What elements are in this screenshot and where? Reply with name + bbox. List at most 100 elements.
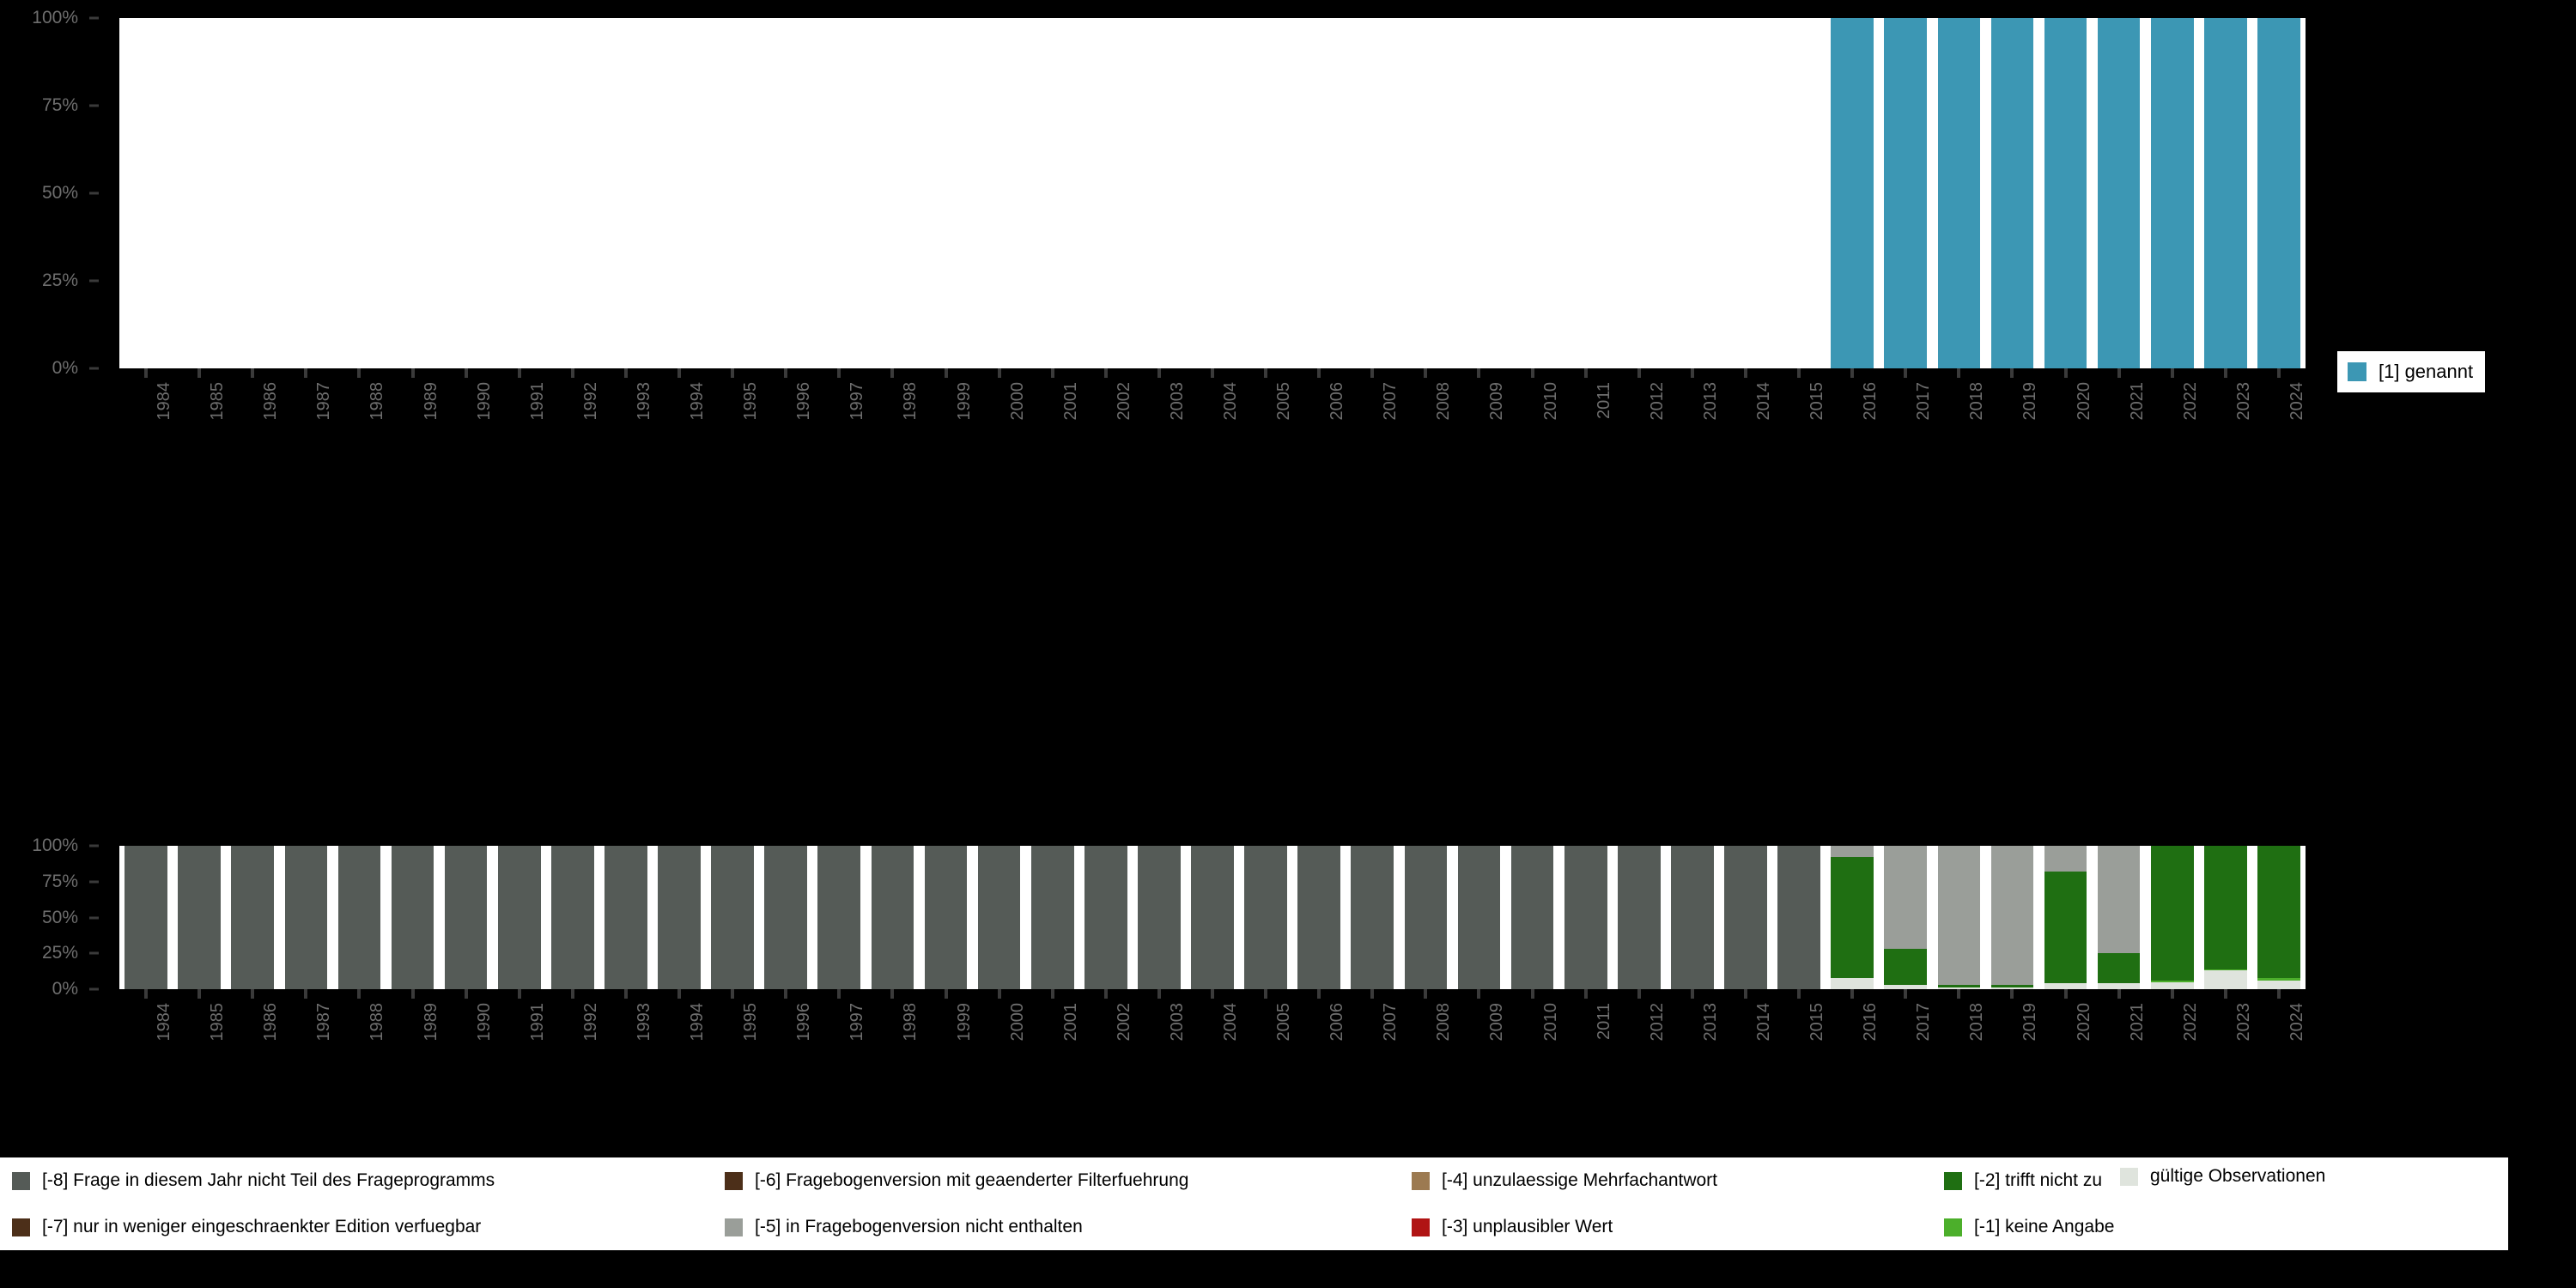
bar-segment [1671,846,1714,989]
bar-segment [2097,846,2141,954]
bar-segment [1937,846,1981,985]
bar-segment [2097,983,2141,989]
x-tick-mark [2170,989,2174,999]
x-tick-label: 1998 [901,382,920,421]
x-tick-label: 2006 [1327,382,1347,421]
bar-segment [1084,846,1127,989]
x-tick-mark [357,989,361,999]
bar-column [1351,846,1394,989]
x-tick-label: 2024 [2287,1003,2306,1042]
x-tick-label: 2002 [1114,1003,1133,1042]
bar-column [1884,846,1928,989]
x-tick-mark [1050,368,1054,378]
x-tick-label: 2013 [1700,1003,1720,1042]
x-tick-mark [2223,989,2227,999]
x-tick-label: 2002 [1114,382,1133,421]
x-tick-label: 2000 [1007,1003,1027,1042]
bar-segment [924,846,968,989]
bar-segment [444,846,488,989]
x-tick-label: 1987 [314,382,334,421]
x-tick-mark [1957,989,1961,999]
bar-segment [1297,846,1341,989]
legend-label: [-3] unplausibler Wert [1442,1217,1613,1236]
bar-column [817,846,861,989]
x-tick-label: 2004 [1221,382,1240,421]
x-tick-mark [1157,368,1161,378]
bar-segment [1937,987,1981,989]
bar-column [1138,846,1181,989]
x-tick-mark [1743,368,1747,378]
x-tick-mark [464,989,468,999]
bar-column [1191,846,1234,989]
bar-column [1244,846,1287,989]
legend-item: [-8] Frage in diesem Jahr nicht Teil des… [0,1170,713,1191]
x-tick-mark [837,989,841,999]
bar-segment [2150,18,2194,368]
bar-segment [1831,18,1874,368]
x-tick-mark [1424,368,1428,378]
x-tick-label: 1987 [314,1003,334,1042]
x-tick-mark [464,368,468,378]
x-tick-label: 2023 [2233,1003,2253,1042]
x-tick-label: 1988 [368,382,387,421]
bar-segment [1990,985,2034,988]
bar-column [1564,846,1607,989]
bar-segment [1724,846,1767,989]
bar-segment [2044,983,2087,989]
bar-segment [1831,857,1874,978]
bar-segment [2204,970,2247,989]
legend-swatch [1944,1218,1962,1236]
bar-segment [1564,846,1607,989]
x-tick-mark [677,989,682,999]
x-tick-mark [357,368,361,378]
x-tick-mark [1424,989,1428,999]
bar-column [2150,846,2194,989]
x-tick-label: 2001 [1060,1003,1080,1042]
bar-column [1084,846,1127,989]
legend-label-genannt: [1] genannt [2379,361,2474,382]
x-tick-label: 1990 [474,1003,494,1042]
x-tick-label: 2019 [2020,1003,2040,1042]
bar-segment [1884,949,1928,985]
x-tick-label: 2005 [1274,1003,1294,1042]
bar-column [2044,846,2087,989]
bar-column [2204,846,2247,989]
bottom-y-axis: 100% 75% 50% 25% 0% [0,835,99,999]
bar-segment [711,846,754,989]
legend-swatch-genannt [2348,362,2366,381]
x-tick-mark [1904,368,1908,378]
x-tick-label: 1993 [634,1003,653,1042]
bar-column [1937,18,1981,368]
bar-column [977,846,1021,989]
bar-column [924,846,968,989]
bar-segment [764,846,808,989]
x-tick-mark [1317,989,1321,999]
bar-segment [2097,18,2141,368]
x-tick-mark [251,989,255,999]
bar-column [1990,846,2034,989]
x-tick-mark [1211,989,1214,999]
x-tick-mark [1264,989,1268,999]
x-tick-mark [1797,989,1801,999]
legend-label: [-2] trifft nicht zu [1974,1170,2102,1190]
x-tick-label: 2016 [1861,1003,1880,1042]
bottom-x-axis: 1984 1985 1986 1987 1988 1989 1990 1991 1992 1993… [119,989,2306,1092]
x-tick-label: 2000 [1007,382,1027,421]
x-tick-label: 1994 [688,382,708,421]
x-tick-mark [570,989,574,999]
bar-segment [1831,846,1874,858]
x-tick-mark [1637,989,1641,999]
x-tick-mark [1477,368,1481,378]
x-tick-label: 1990 [474,382,494,421]
bar-segment [1617,846,1661,989]
x-tick-mark [731,368,735,378]
bar-column [1831,846,1874,989]
bar-column [1030,846,1074,989]
bar-segment [125,846,167,989]
y-tick-label: 50% [41,183,78,203]
x-tick-mark [1850,368,1855,378]
x-tick-label: 1984 [155,1003,174,1042]
bar-column [1404,846,1448,989]
x-tick-mark [197,989,202,999]
x-tick-mark [1370,368,1375,378]
